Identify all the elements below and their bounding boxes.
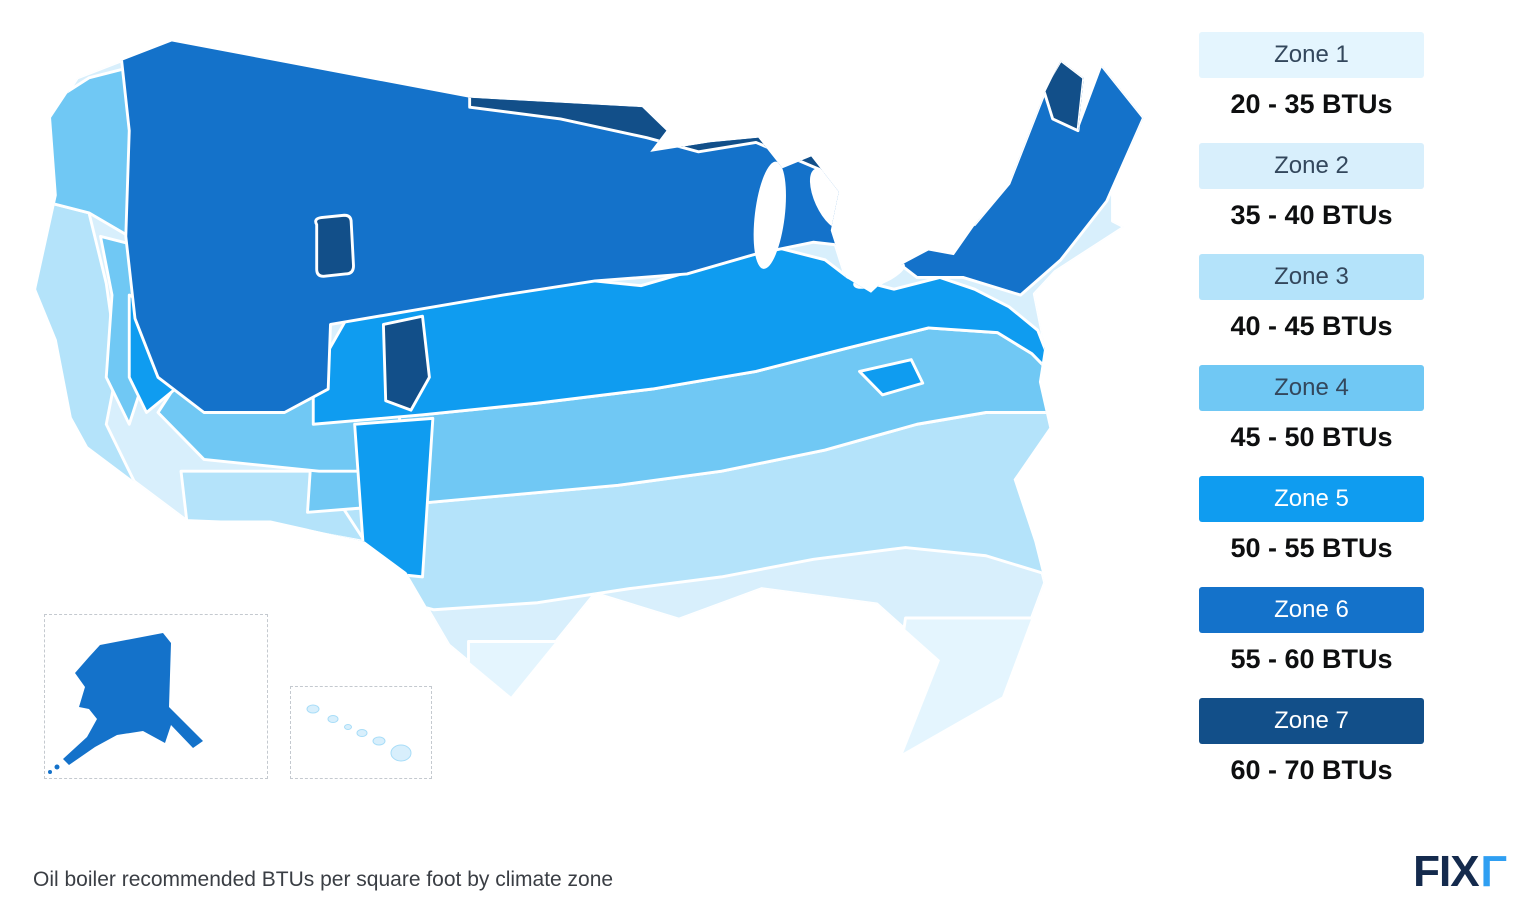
legend-zone-6-band: Zone 6 [1199,587,1424,633]
legend-zone-3-btu: 40 - 45 BTUs [1230,311,1393,341]
aleutian-island [48,770,52,774]
legend-zone-4-btu: 45 - 50 BTUs [1230,422,1393,452]
hawaii-svg [306,704,412,762]
us-climate-zone-map [20,25,1170,800]
legend-zone-3-band: Zone 3 [1199,254,1424,300]
alaska-svg [48,633,203,774]
aleutian-island [54,764,60,770]
fixr-logo-mark: Γ [1480,847,1507,896]
zone-6-region-northeast [892,64,1144,297]
legend-zone-5: Zone 5 50 - 55 BTUs [1199,476,1424,564]
zone-5-region-new-mexico [353,416,435,579]
zone-1-region-south-texas [467,640,562,737]
fixr-logo-text: FIX [1413,847,1479,896]
caption: Oil boiler recommended BTUs per square f… [33,868,614,891]
legend-zone-5-btu: 50 - 55 BTUs [1230,533,1393,563]
fixr-logo: FIXΓ [1413,847,1507,896]
legend-zone-7-band: Zone 7 [1199,698,1424,744]
hawaii-inset [290,686,432,779]
hawaii-island [327,715,339,723]
legend-zone-3: Zone 3 40 - 45 BTUs [1199,254,1424,342]
lake-ontario [918,230,962,250]
zone-1-region-florida [881,616,1063,754]
zone-7-region-yellowstone [314,213,355,278]
legend-zone-7: Zone 7 60 - 70 BTUs [1199,698,1424,786]
legend-zone-1: Zone 1 20 - 35 BTUs [1199,32,1424,120]
hawaii-island [390,744,412,762]
legend-zone-2-band: Zone 2 [1199,143,1424,189]
hawaii-island [372,736,386,746]
zone-7-region-colorado [381,314,431,412]
alaska-inset [44,614,268,779]
legend-zone-1-btu: 20 - 35 BTUs [1230,89,1393,119]
lake-michigan [753,161,786,269]
legend-zone-7-btu: 60 - 70 BTUs [1230,755,1393,785]
legend-zone-2: Zone 2 35 - 40 BTUs [1199,143,1424,231]
legend-zone-6-btu: 55 - 60 BTUs [1230,644,1393,674]
legend-zone-1-band: Zone 1 [1199,32,1424,78]
legend-zone-4: Zone 4 45 - 50 BTUs [1199,365,1424,453]
legend-zone-2-btu: 35 - 40 BTUs [1230,200,1393,230]
legend-zone-4-band: Zone 4 [1199,365,1424,411]
hawaii-island [306,704,320,714]
alaska-shape [63,633,203,765]
legend: Zone 1 20 - 35 BTUs Zone 2 35 - 40 BTUs … [1199,32,1424,809]
hawaii-island [344,724,352,730]
zone-5-region-appalachia [858,358,925,397]
us-map-svg [36,41,1144,754]
legend-zone-5-band: Zone 5 [1199,476,1424,522]
hawaii-island [356,729,368,737]
legend-zone-6: Zone 6 55 - 60 BTUs [1199,587,1424,675]
